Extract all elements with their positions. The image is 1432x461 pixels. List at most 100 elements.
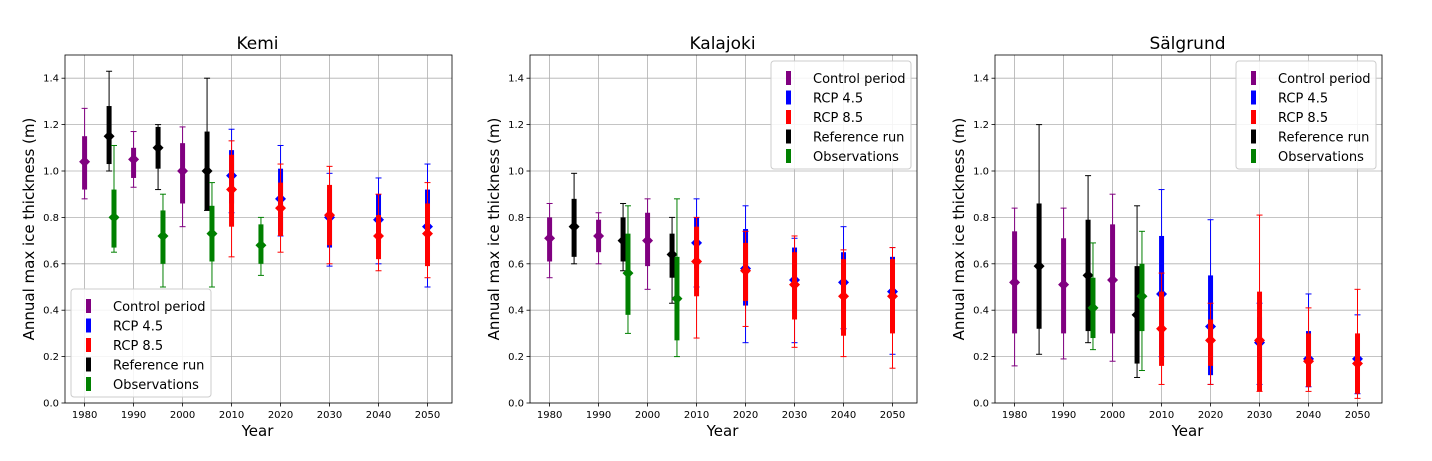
panel-kalajoki: Kalajoki Year Annual max ice thickness (… xyxy=(485,34,918,440)
mean-marker xyxy=(206,228,218,240)
x-tick-label: 2000 xyxy=(1100,410,1125,421)
x-tick-label: 2010 xyxy=(684,410,709,421)
mean-marker xyxy=(1107,274,1119,286)
x-axis-label: Year xyxy=(1171,422,1205,440)
y-tick-label: 0.0 xyxy=(43,399,59,410)
plot-frame xyxy=(64,54,453,404)
x-tick-label: 2040 xyxy=(1296,410,1321,421)
x-tick-label: 1980 xyxy=(72,410,97,421)
mean-marker xyxy=(79,156,91,168)
legend: Control period RCP 4.5 RCP 8.5 Reference ru… xyxy=(70,288,212,398)
legend-box xyxy=(70,288,212,398)
mean-marker xyxy=(1205,334,1217,346)
plot-frame xyxy=(529,54,918,404)
mean-marker xyxy=(1058,279,1070,291)
mean-marker xyxy=(373,230,385,242)
chart-title: Kemi xyxy=(236,34,278,54)
x-tick-label: 2010 xyxy=(219,410,244,421)
legend-swatch xyxy=(1251,129,1256,144)
panel-salgrund: Sälgrund Year Annual max ice thickness (… xyxy=(950,34,1383,440)
chart-title: Kalajoki xyxy=(689,34,755,54)
x-tick-label: 2040 xyxy=(831,410,856,421)
mean-marker xyxy=(103,130,115,142)
legend-label: RCP 8.5 xyxy=(813,111,863,126)
y-tick-label: 1.0 xyxy=(973,167,989,178)
y-tick-label: 1.2 xyxy=(508,120,524,131)
legend-swatch xyxy=(1251,149,1256,163)
legend-label: Control period xyxy=(1278,72,1371,87)
y-tick-label: 0.6 xyxy=(508,259,524,270)
legend-box xyxy=(1235,60,1377,170)
x-tick-label: 2020 xyxy=(1198,410,1223,421)
y-axis-label: Annual max ice thickness (m) xyxy=(485,118,503,341)
mean-marker xyxy=(1156,323,1168,335)
mean-marker xyxy=(642,235,654,247)
y-axis-label: Annual max ice thickness (m) xyxy=(950,118,968,341)
mean-marker xyxy=(622,267,634,279)
legend-swatch xyxy=(86,338,91,352)
mean-marker xyxy=(275,202,287,214)
y-tick-label: 0.2 xyxy=(508,352,524,363)
legend-swatch xyxy=(786,71,791,85)
legend-label: RCP 4.5 xyxy=(1278,92,1328,107)
x-tick-label: 2010 xyxy=(1149,410,1174,421)
y-tick-label: 1.2 xyxy=(973,120,989,131)
mean-marker xyxy=(108,211,120,223)
y-axis-label: Annual max ice thickness (m) xyxy=(20,118,38,341)
x-tick-label: 1990 xyxy=(121,410,146,421)
mean-marker xyxy=(544,232,556,244)
x-tick-label: 2020 xyxy=(268,410,293,421)
mean-marker xyxy=(128,153,140,165)
mean-marker xyxy=(324,209,336,221)
x-axis-label: Year xyxy=(706,422,740,440)
mean-marker xyxy=(422,228,434,240)
chart-title: Sälgrund xyxy=(1149,34,1225,54)
x-tick-label: 2050 xyxy=(415,410,440,421)
x-tick-label: 2030 xyxy=(782,410,807,421)
mean-marker xyxy=(1009,276,1021,288)
x-tick-label: 2030 xyxy=(1247,410,1272,421)
x-tick-label: 2020 xyxy=(733,410,758,421)
legend-label: Reference run xyxy=(813,131,904,146)
mean-marker xyxy=(593,230,605,242)
mean-marker xyxy=(1303,355,1315,367)
y-tick-label: 0.8 xyxy=(973,213,989,224)
legend-swatch xyxy=(786,110,791,124)
y-tick-label: 0.8 xyxy=(508,213,524,224)
y-tick-label: 0.6 xyxy=(43,259,59,270)
legend: Control period RCP 4.5 RCP 8.5 Reference ru… xyxy=(770,60,912,170)
mean-marker xyxy=(255,239,267,251)
legend: Control period RCP 4.5 RCP 8.5 Reference ru… xyxy=(1235,60,1377,170)
y-tick-label: 1.4 xyxy=(973,74,989,85)
legend-label: Observations xyxy=(813,150,899,165)
y-tick-label: 0.0 xyxy=(973,399,989,410)
legend-label: RCP 8.5 xyxy=(1278,111,1328,126)
x-tick-label: 1980 xyxy=(1002,410,1027,421)
legend-label: RCP 4.5 xyxy=(813,92,863,107)
y-tick-label: 0.0 xyxy=(508,399,524,410)
y-tick-label: 1.4 xyxy=(508,74,524,85)
y-tick-label: 0.2 xyxy=(43,352,59,363)
y-tick-label: 0.4 xyxy=(973,306,989,317)
mean-marker xyxy=(1352,358,1364,370)
x-tick-label: 2030 xyxy=(317,410,342,421)
mean-marker xyxy=(838,290,850,302)
mean-marker xyxy=(671,293,683,305)
legend-label: Observations xyxy=(1278,150,1364,165)
y-tick-label: 1.4 xyxy=(43,74,59,85)
mean-marker xyxy=(887,290,899,302)
legend-label: Observations xyxy=(113,378,199,393)
y-tick-label: 0.2 xyxy=(973,352,989,363)
y-tick-label: 1.0 xyxy=(508,167,524,178)
legend-swatch xyxy=(86,357,91,372)
legend-label: Control period xyxy=(113,300,206,315)
legend-swatch xyxy=(786,129,791,144)
mean-marker xyxy=(789,279,801,291)
mean-marker xyxy=(1254,334,1266,346)
legend-swatch xyxy=(86,377,91,391)
y-tick-label: 0.4 xyxy=(43,306,59,317)
mean-marker xyxy=(1033,260,1045,272)
x-tick-label: 2000 xyxy=(635,410,660,421)
panel-kemi: Kemi Year Annual max ice thickness (m) 1… xyxy=(20,34,453,440)
